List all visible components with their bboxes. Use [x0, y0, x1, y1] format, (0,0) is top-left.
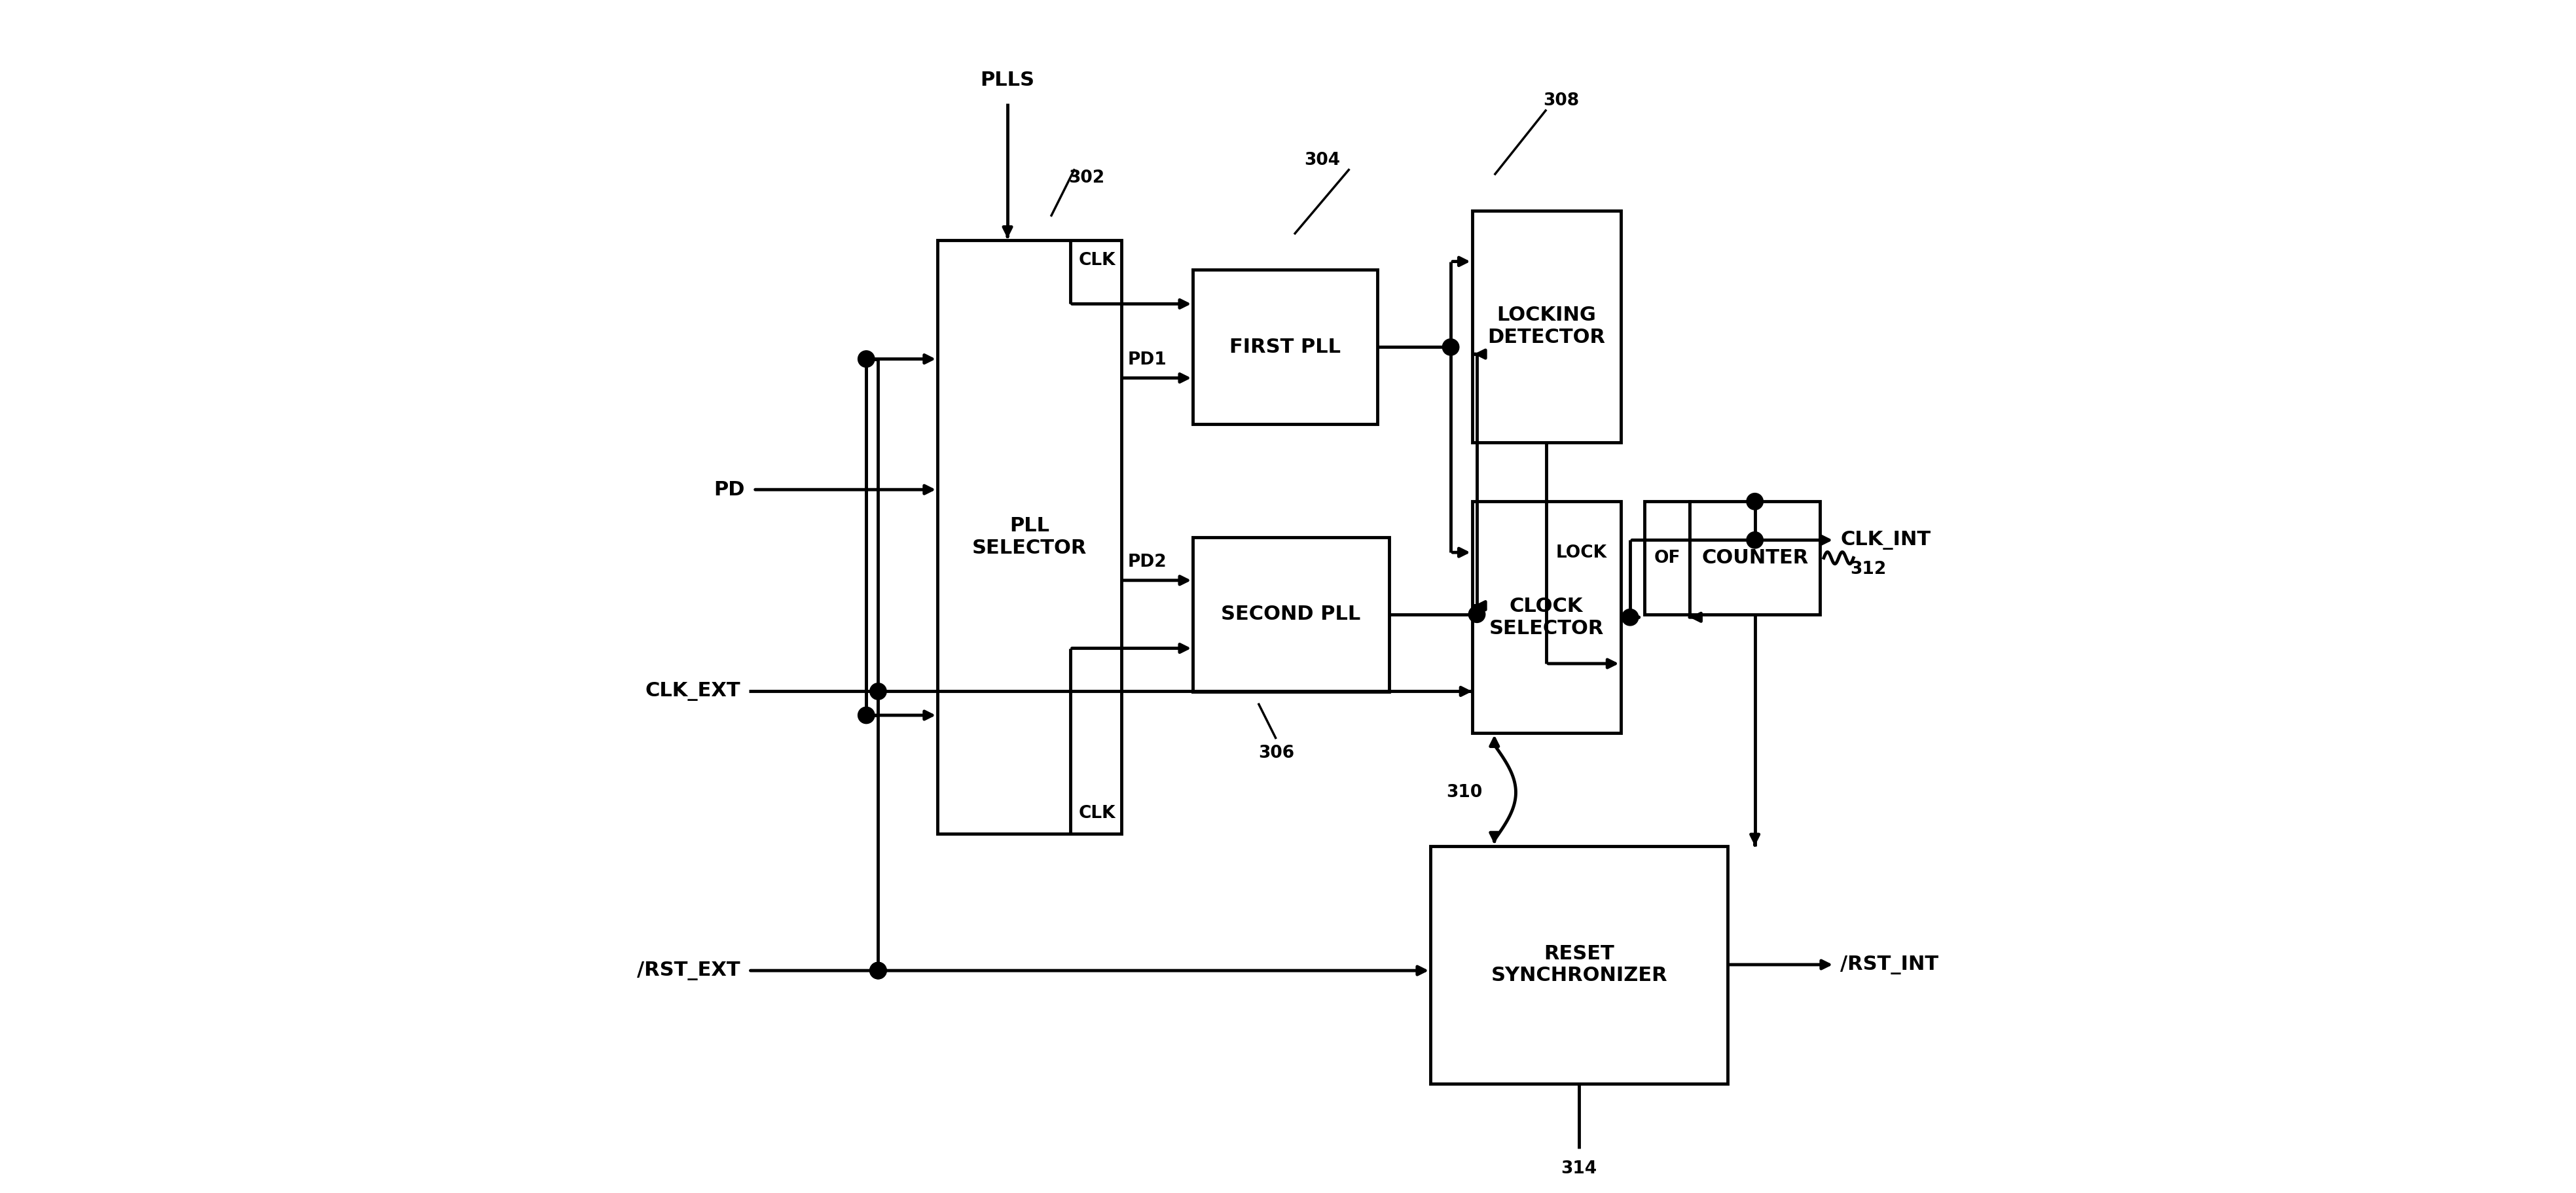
Circle shape [1468, 606, 1486, 623]
Bar [1193, 270, 1378, 425]
Bar [1643, 501, 1690, 614]
Circle shape [858, 707, 876, 724]
Text: PLLS: PLLS [981, 70, 1036, 89]
Text: LOCKING
DETECTOR: LOCKING DETECTOR [1486, 305, 1605, 347]
Text: PD2: PD2 [1128, 554, 1167, 570]
Circle shape [1623, 608, 1638, 625]
Text: PD: PD [714, 480, 744, 499]
Text: OF: OF [1654, 550, 1680, 567]
Text: 308: 308 [1543, 93, 1579, 110]
Text: COUNTER: COUNTER [1700, 549, 1808, 568]
Text: CLK: CLK [1079, 805, 1115, 822]
Bar [1193, 537, 1388, 692]
Text: SECOND PLL: SECOND PLL [1221, 605, 1360, 624]
Text: 302: 302 [1069, 169, 1105, 187]
Text: /RST_INT: /RST_INT [1839, 956, 1940, 975]
Text: 304: 304 [1303, 152, 1340, 169]
Text: 312: 312 [1850, 561, 1886, 577]
Text: CLK: CLK [1079, 252, 1115, 270]
Text: CLK_INT: CLK_INT [1839, 531, 1932, 550]
Text: PD1: PD1 [1128, 352, 1167, 369]
Circle shape [1747, 493, 1762, 509]
Text: RESET
SYNCHRONIZER: RESET SYNCHRONIZER [1492, 944, 1667, 985]
Bar [1471, 501, 1620, 733]
Text: 310: 310 [1445, 784, 1484, 801]
Text: FIRST PLL: FIRST PLL [1229, 338, 1340, 357]
Bar [1471, 210, 1620, 443]
Text: CLK_EXT: CLK_EXT [644, 682, 739, 700]
Circle shape [858, 351, 876, 367]
Circle shape [871, 963, 886, 979]
Circle shape [1443, 339, 1458, 356]
Text: /RST_EXT: /RST_EXT [636, 962, 739, 981]
Bar [1690, 501, 1821, 614]
Circle shape [1747, 532, 1762, 549]
Circle shape [871, 684, 886, 700]
Text: 314: 314 [1561, 1161, 1597, 1177]
Bar [1430, 846, 1728, 1083]
Text: LOCK: LOCK [1556, 544, 1607, 562]
Circle shape [871, 963, 886, 979]
Bar [938, 240, 1121, 834]
Text: 306: 306 [1257, 744, 1293, 762]
Text: CLOCK
SELECTOR: CLOCK SELECTOR [1489, 596, 1605, 638]
Text: PLL
SELECTOR: PLL SELECTOR [971, 517, 1087, 557]
